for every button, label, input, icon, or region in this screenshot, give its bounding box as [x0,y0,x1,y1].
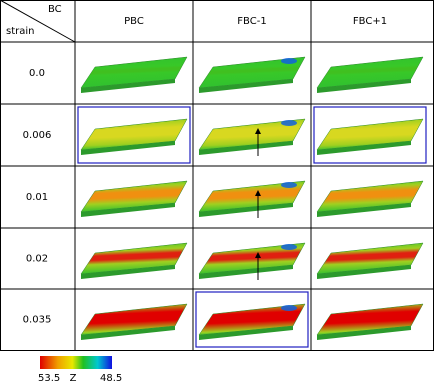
colorbar-label: Z [70,373,77,384]
strain-label: 0.01 [26,192,48,203]
table-grid [0,0,434,351]
slab-image [198,56,306,93]
slab-image [80,180,188,217]
corner-top: BC [48,4,62,15]
slab-image [198,180,306,217]
slab-image [316,303,424,340]
column-header: FBC+1 [353,16,387,27]
arrow-head [255,128,261,134]
colorbar-min: 53.5 [38,373,60,384]
column-header: PBC [124,16,144,27]
slab-image [80,242,188,279]
strain-label: 0.035 [23,315,52,326]
slab-image [198,118,306,155]
slab-image [198,242,306,279]
slab-image [316,242,424,279]
arrow-head [255,190,261,196]
strain-label: 0.02 [26,254,48,265]
slab-image [80,118,188,155]
column-header: FBC-1 [237,16,266,27]
slab-image [80,303,188,340]
colorbar-max: 48.5 [100,373,122,384]
highlight-frame [77,106,191,164]
slab-image [316,118,424,155]
highlight-frame [195,291,309,348]
strain-label: 0.0 [29,68,45,79]
slab-image [316,56,424,93]
highlight-frame [313,106,427,164]
corner-bottom: strain [6,26,35,37]
slab-image [80,56,188,93]
slab-image [198,303,306,340]
colorbar [40,356,112,369]
strain-label: 0.006 [23,130,52,141]
arrow-head [255,252,261,258]
slab-image [316,180,424,217]
